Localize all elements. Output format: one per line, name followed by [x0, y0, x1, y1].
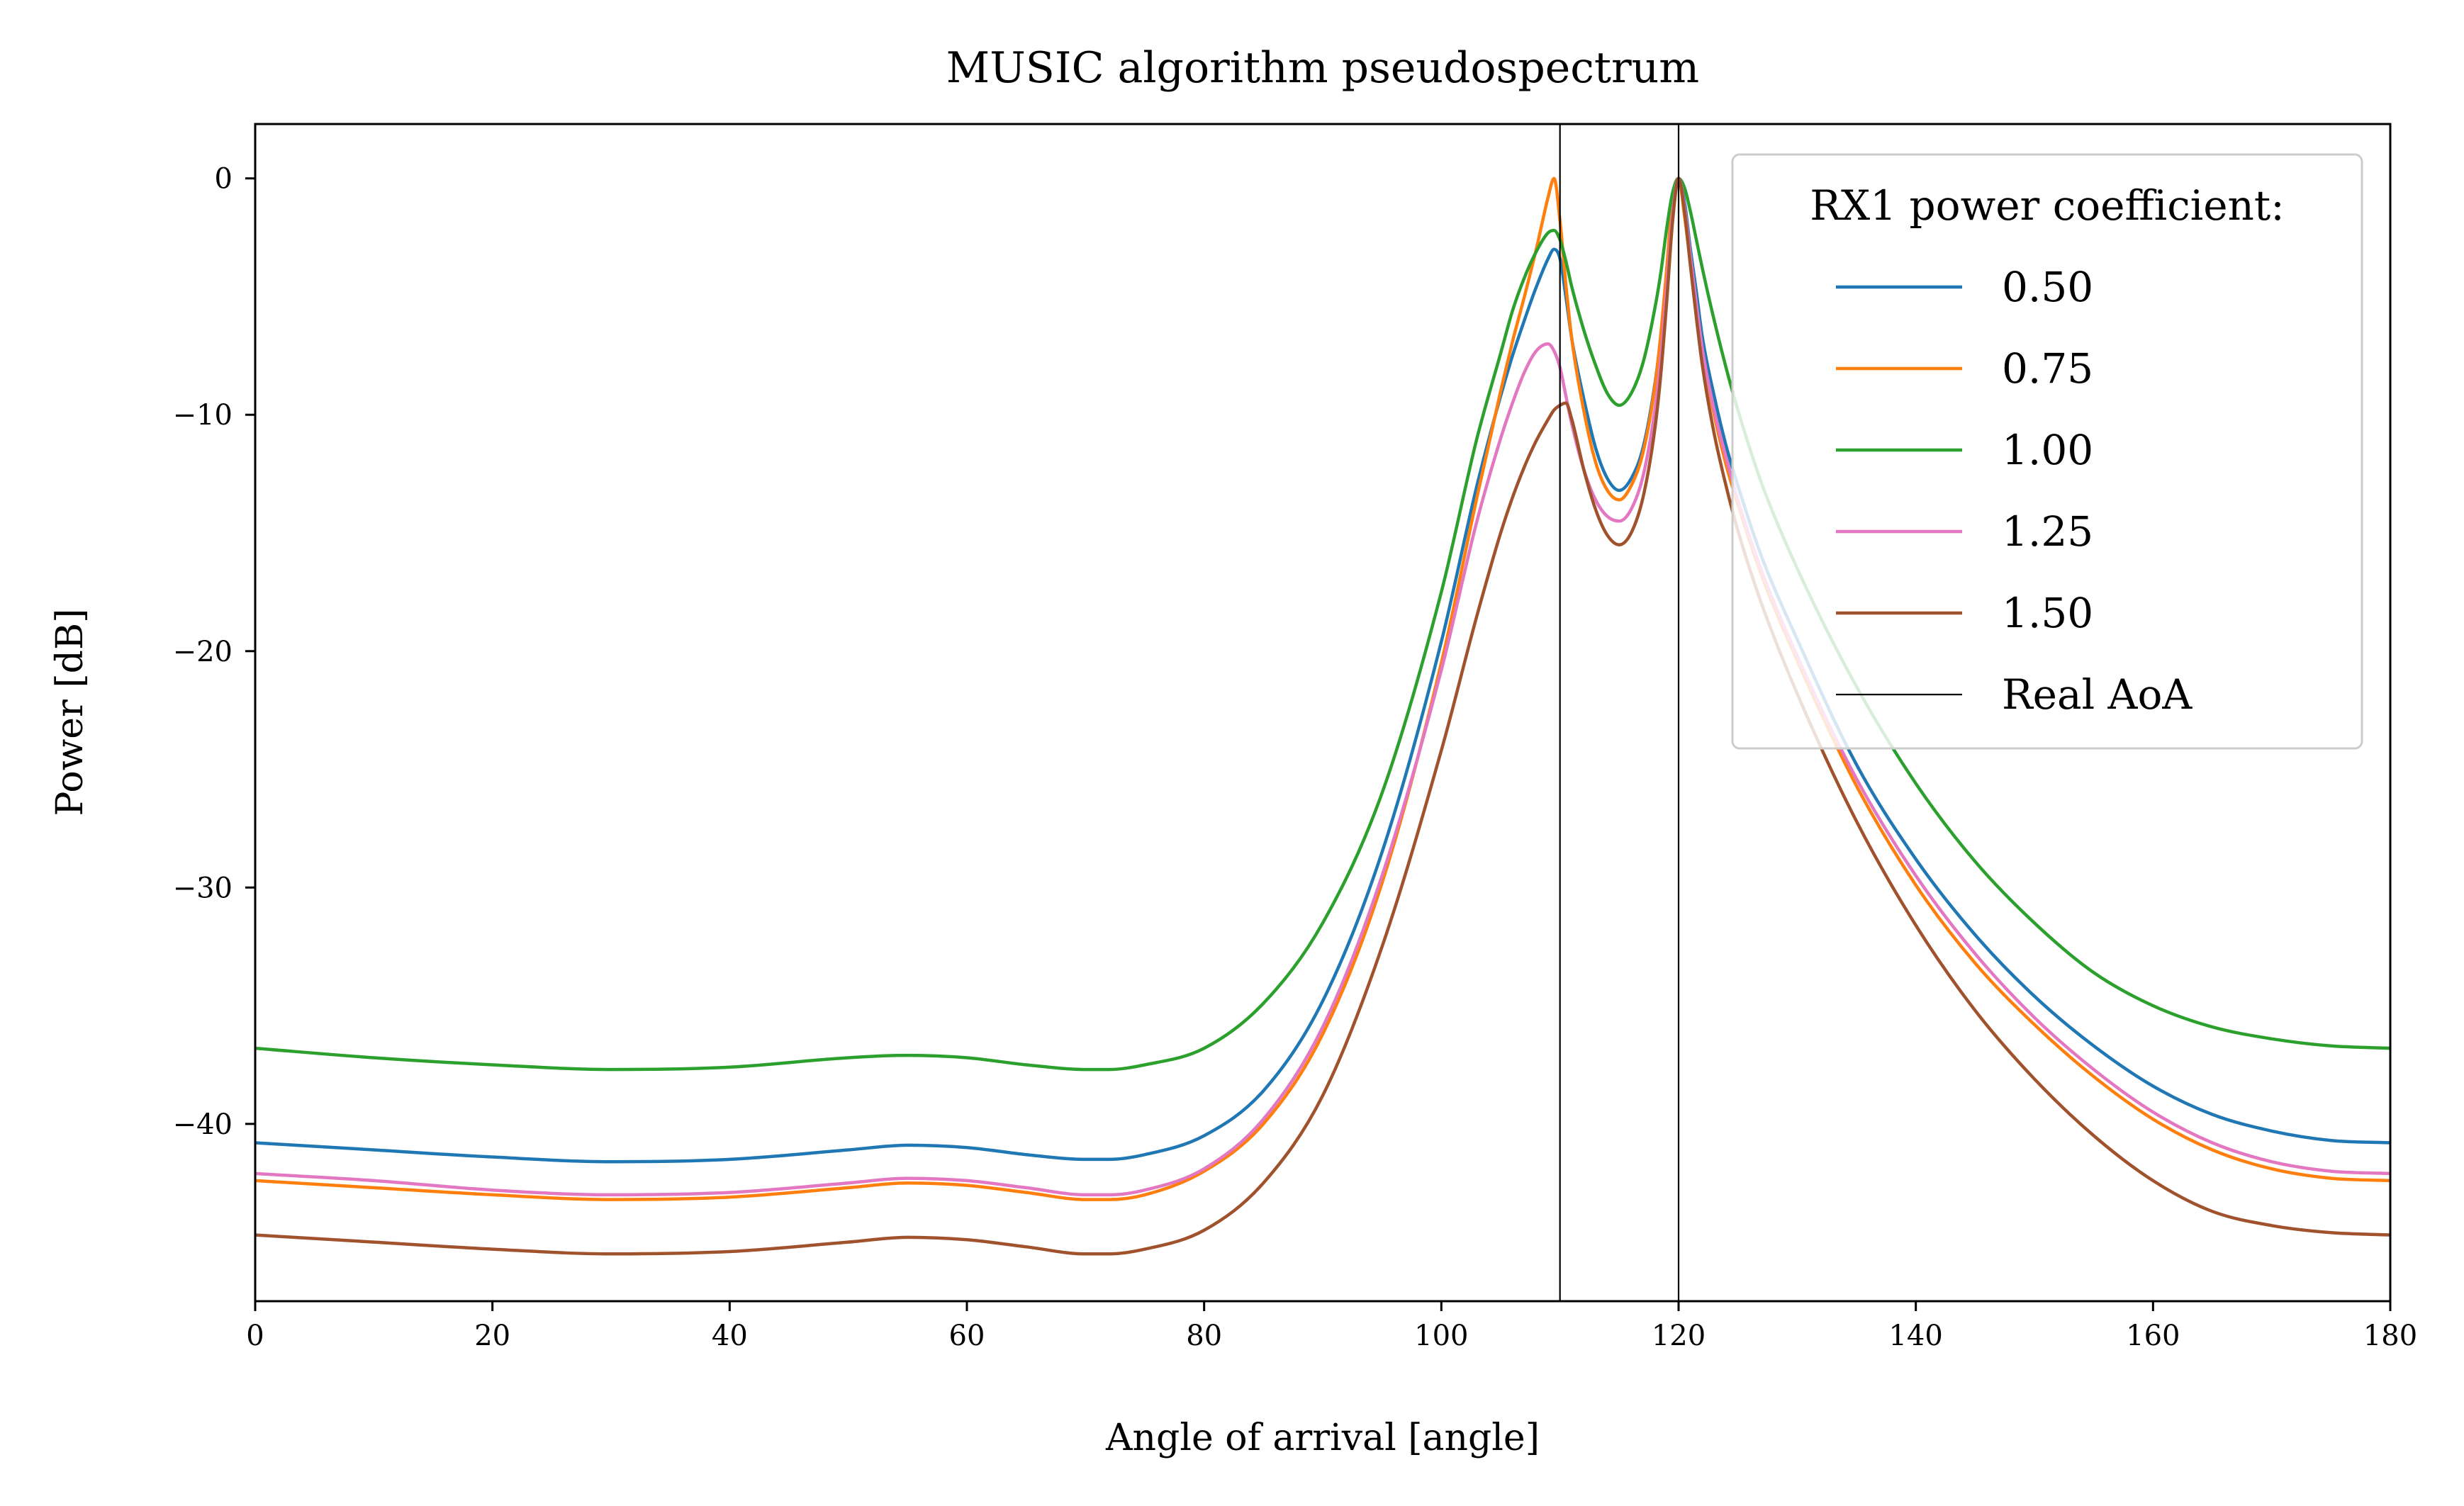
- y-tick-label: −40: [173, 1108, 233, 1141]
- x-tick-label: 80: [1186, 1320, 1222, 1352]
- y-tick-label: −10: [173, 399, 233, 432]
- y-axis: 0 −10 −20 −30 −40: [173, 163, 255, 1141]
- series-line-0.50: [255, 176, 2390, 1164]
- x-tick-label: 180: [2363, 1320, 2417, 1352]
- series-line-0.75: [255, 176, 2390, 1201]
- legend-label: 1.25: [2002, 507, 2093, 556]
- x-axis: 0 20 40 60 80 100 120 140 160 180: [246, 1301, 2417, 1352]
- legend-label: 0.50: [2002, 263, 2093, 311]
- chart-title: MUSIC algorithm pseudospectrum: [946, 43, 1699, 93]
- plot-area-frame: [254, 123, 2392, 1303]
- y-tick-label: −20: [173, 636, 233, 668]
- y-axis-label: Power [dB]: [49, 609, 91, 816]
- legend-label: 1.50: [2002, 589, 2093, 637]
- real-aoa-layer: [1559, 124, 1680, 1301]
- x-tick-label: 20: [474, 1320, 510, 1352]
- legend: RX1 power coefficient: 0.50 0.75 1.00 1.25 1…: [1731, 153, 2363, 750]
- x-axis-label: Angle of arrival [angle]: [1105, 1417, 1540, 1459]
- legend-entries: 0.50 0.75 1.00 1.25 1.50 Real AoA: [1836, 263, 2193, 719]
- x-tick-label: 120: [1652, 1320, 1706, 1352]
- x-tick-label: 60: [949, 1320, 985, 1352]
- y-tick-label: 0: [215, 163, 233, 196]
- x-tick-label: 40: [712, 1320, 748, 1352]
- legend-title: RX1 power coefficient:: [1810, 181, 2285, 230]
- x-tick-label: 160: [2126, 1320, 2180, 1352]
- series-layer: [255, 176, 2390, 1256]
- legend-box: [1731, 153, 2363, 750]
- x-tick-label: 0: [246, 1320, 264, 1352]
- legend-label: 1.00: [2002, 426, 2093, 474]
- series-line-1.50: [255, 176, 2390, 1256]
- legend-label: Real AoA: [2002, 670, 2193, 719]
- y-tick-label: −30: [173, 872, 233, 904]
- x-tick-label: 100: [1414, 1320, 1468, 1352]
- legend-label: 0.75: [2002, 344, 2093, 393]
- x-tick-label: 140: [1888, 1320, 1942, 1352]
